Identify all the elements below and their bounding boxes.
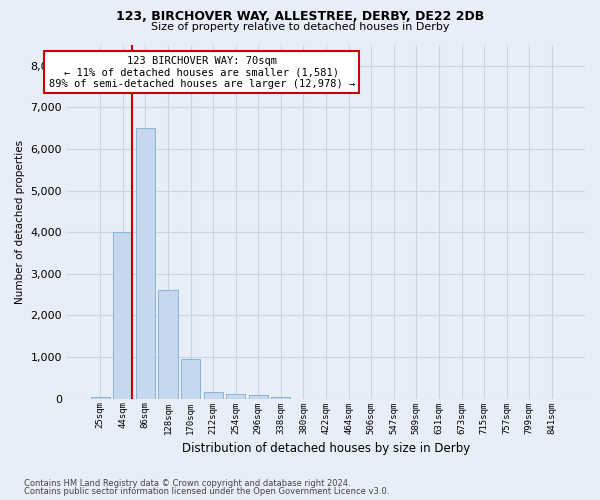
Bar xyxy=(226,394,245,398)
Bar xyxy=(271,396,290,398)
Bar xyxy=(248,396,268,398)
Bar xyxy=(181,359,200,399)
Y-axis label: Number of detached properties: Number of detached properties xyxy=(15,140,25,304)
Text: 123, BIRCHOVER WAY, ALLESTREE, DERBY, DE22 2DB: 123, BIRCHOVER WAY, ALLESTREE, DERBY, DE… xyxy=(116,10,484,23)
X-axis label: Distribution of detached houses by size in Derby: Distribution of detached houses by size … xyxy=(182,442,470,455)
Bar xyxy=(113,232,133,398)
Text: Contains HM Land Registry data © Crown copyright and database right 2024.: Contains HM Land Registry data © Crown c… xyxy=(24,478,350,488)
Bar xyxy=(136,128,155,398)
Bar xyxy=(203,392,223,398)
Text: Size of property relative to detached houses in Derby: Size of property relative to detached ho… xyxy=(151,22,449,32)
Text: 123 BIRCHOVER WAY: 70sqm
← 11% of detached houses are smaller (1,581)
89% of sem: 123 BIRCHOVER WAY: 70sqm ← 11% of detach… xyxy=(49,56,355,89)
Bar xyxy=(158,290,178,399)
Text: Contains public sector information licensed under the Open Government Licence v3: Contains public sector information licen… xyxy=(24,487,389,496)
